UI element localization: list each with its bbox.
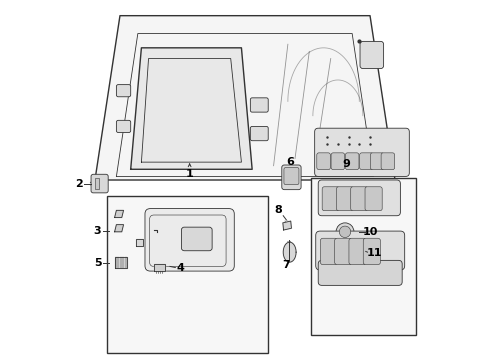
- Text: 10: 10: [363, 227, 378, 237]
- Text: 11: 11: [367, 248, 383, 258]
- FancyBboxPatch shape: [91, 174, 108, 193]
- Circle shape: [336, 223, 354, 241]
- Polygon shape: [115, 257, 127, 267]
- Circle shape: [339, 226, 351, 238]
- Text: 8: 8: [274, 205, 282, 215]
- FancyBboxPatch shape: [284, 167, 299, 185]
- Polygon shape: [115, 210, 123, 217]
- FancyBboxPatch shape: [282, 165, 301, 190]
- FancyBboxPatch shape: [345, 153, 359, 170]
- Text: 4: 4: [176, 262, 184, 273]
- FancyBboxPatch shape: [335, 238, 352, 265]
- FancyBboxPatch shape: [250, 98, 268, 112]
- FancyBboxPatch shape: [360, 41, 384, 68]
- Polygon shape: [115, 225, 123, 232]
- Bar: [107, 196, 268, 353]
- FancyBboxPatch shape: [381, 153, 394, 170]
- FancyBboxPatch shape: [331, 153, 344, 170]
- FancyBboxPatch shape: [117, 85, 131, 97]
- Text: 2: 2: [74, 179, 82, 189]
- Polygon shape: [136, 239, 143, 246]
- Polygon shape: [154, 264, 165, 271]
- FancyBboxPatch shape: [181, 227, 212, 251]
- Bar: [95, 178, 99, 189]
- FancyBboxPatch shape: [320, 238, 338, 265]
- FancyBboxPatch shape: [117, 120, 131, 132]
- FancyBboxPatch shape: [315, 128, 409, 176]
- FancyBboxPatch shape: [363, 238, 380, 265]
- Text: 1: 1: [186, 169, 194, 179]
- FancyBboxPatch shape: [365, 187, 382, 211]
- Polygon shape: [283, 221, 292, 230]
- Text: 7: 7: [282, 260, 290, 270]
- FancyBboxPatch shape: [318, 260, 402, 285]
- Text: 6: 6: [287, 157, 294, 167]
- Text: 9: 9: [343, 159, 351, 169]
- FancyBboxPatch shape: [349, 238, 366, 265]
- FancyBboxPatch shape: [145, 208, 234, 271]
- Polygon shape: [131, 48, 252, 169]
- FancyBboxPatch shape: [322, 187, 339, 211]
- FancyBboxPatch shape: [250, 126, 268, 141]
- FancyBboxPatch shape: [351, 187, 368, 211]
- FancyBboxPatch shape: [337, 187, 354, 211]
- Text: 5: 5: [94, 258, 101, 268]
- Bar: [311, 178, 416, 336]
- FancyBboxPatch shape: [360, 153, 373, 170]
- FancyBboxPatch shape: [317, 153, 330, 170]
- FancyBboxPatch shape: [318, 180, 400, 216]
- FancyBboxPatch shape: [316, 231, 405, 270]
- Polygon shape: [95, 16, 395, 180]
- FancyBboxPatch shape: [370, 153, 384, 170]
- Polygon shape: [283, 242, 296, 262]
- Text: 3: 3: [94, 226, 101, 236]
